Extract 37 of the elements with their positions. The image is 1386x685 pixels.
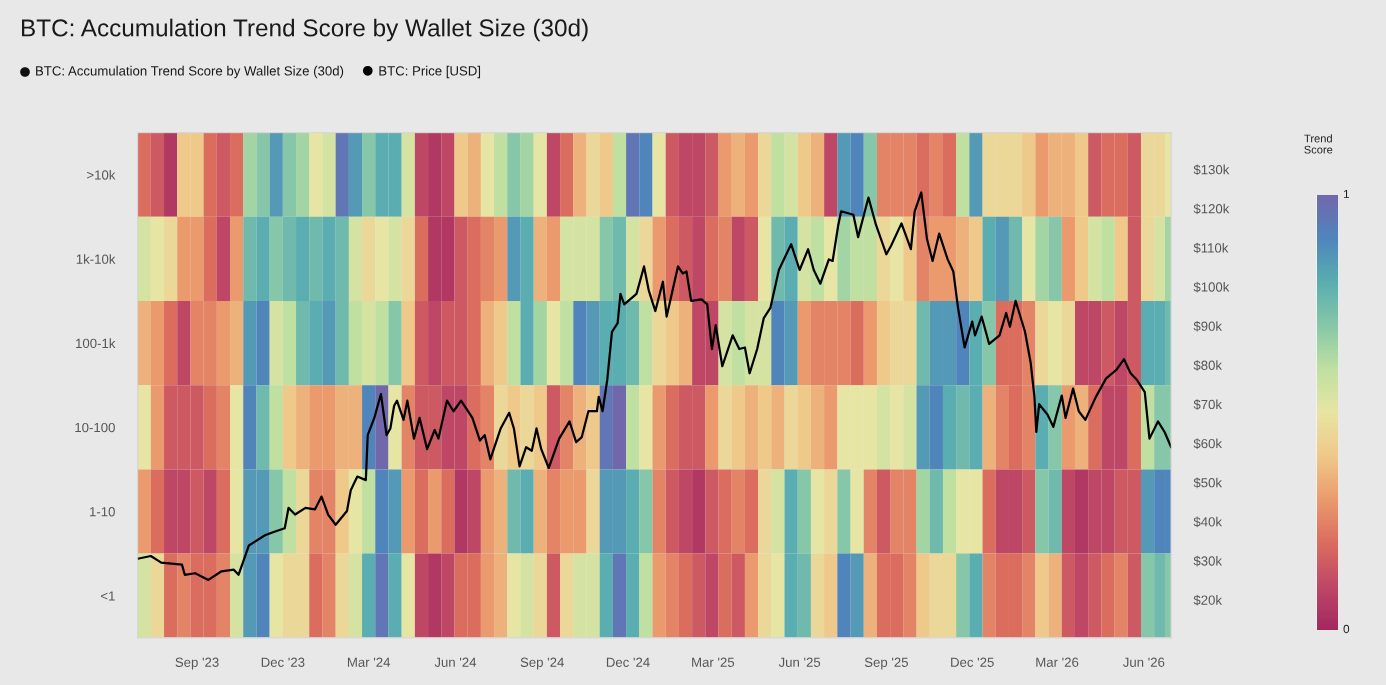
x-tick-label: Jun '25 [778, 657, 821, 667]
y-tick-label: 1-10 [90, 507, 115, 517]
x-tick-label: Jun '26 [1122, 657, 1165, 667]
y2-tick-label: $20k [1193, 594, 1223, 606]
y-tick-label: 1k-10k [76, 254, 116, 264]
y2-tick-label: $40k [1193, 516, 1223, 528]
y2-tick-label: $30k [1193, 555, 1223, 567]
x-tick-label: Dec '24 [606, 657, 650, 667]
y-tick-label: <1 [101, 591, 115, 601]
y-tick-label: 100-1k [76, 338, 116, 349]
y2-tick-label: $60k [1193, 438, 1223, 450]
color-bar-label: 1 [1343, 189, 1350, 199]
color-bar-title: Trend Score [1304, 134, 1333, 154]
y2-tick-label: $90k [1193, 320, 1223, 332]
x-tick-label: Dec '25 [951, 657, 994, 667]
x-tick-label: Sep '24 [520, 657, 564, 670]
x-tick-label: Dec '23 [261, 657, 305, 667]
color-bar-label: 0 [1343, 624, 1350, 634]
y-tick-label: >10k [87, 169, 116, 180]
y2-tick-label: $80k [1193, 360, 1223, 371]
x-tick-label: Sep '23 [175, 657, 219, 670]
legend-label: BTC: Price [USD] [379, 65, 481, 79]
x-tick-label: Sep '25 [864, 657, 908, 670]
x-tick-label: Mar '24 [347, 657, 391, 667]
y2-tick-label: $110k [1193, 242, 1229, 254]
y2-tick-label: $70k [1193, 399, 1223, 410]
y2-tick-label: $120k [1193, 203, 1230, 215]
text: BTC: Accumulation Trend Score by Wallet Size (30d) [36, 65, 344, 79]
y2-tick-label: $130k [1193, 164, 1230, 176]
chart-title: BTC: Accumulation Trend Score by Wallet Size (30d) [21, 18, 588, 42]
line-series [137, 191, 1172, 581]
y-tick-label: 10-100 [75, 422, 115, 433]
x-tick-label: Mar '26 [1036, 657, 1079, 667]
x-tick-label: Mar '25 [692, 657, 735, 667]
y2-tick-label: $50k [1193, 477, 1223, 489]
y2-tick-label: $100k [1193, 281, 1230, 293]
x-tick-label: Jun '24 [434, 657, 477, 667]
